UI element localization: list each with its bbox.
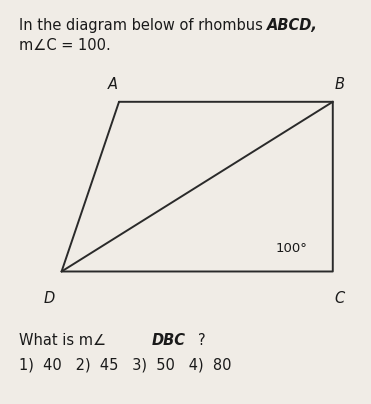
Text: C: C: [334, 291, 344, 306]
Text: DBC: DBC: [152, 333, 186, 348]
Text: 100°: 100°: [275, 242, 307, 255]
Text: m∠C = 100.: m∠C = 100.: [19, 38, 110, 53]
Text: D: D: [43, 291, 55, 306]
Text: A: A: [108, 77, 118, 92]
Text: B: B: [334, 77, 344, 92]
Text: 1)  40   2)  45   3)  50   4)  80: 1) 40 2) 45 3) 50 4) 80: [19, 358, 231, 372]
Text: What is m∠: What is m∠: [19, 333, 106, 348]
Text: ABCD,: ABCD,: [267, 18, 318, 33]
Text: ?: ?: [198, 333, 206, 348]
Text: In the diagram below of rhombus: In the diagram below of rhombus: [19, 18, 267, 33]
